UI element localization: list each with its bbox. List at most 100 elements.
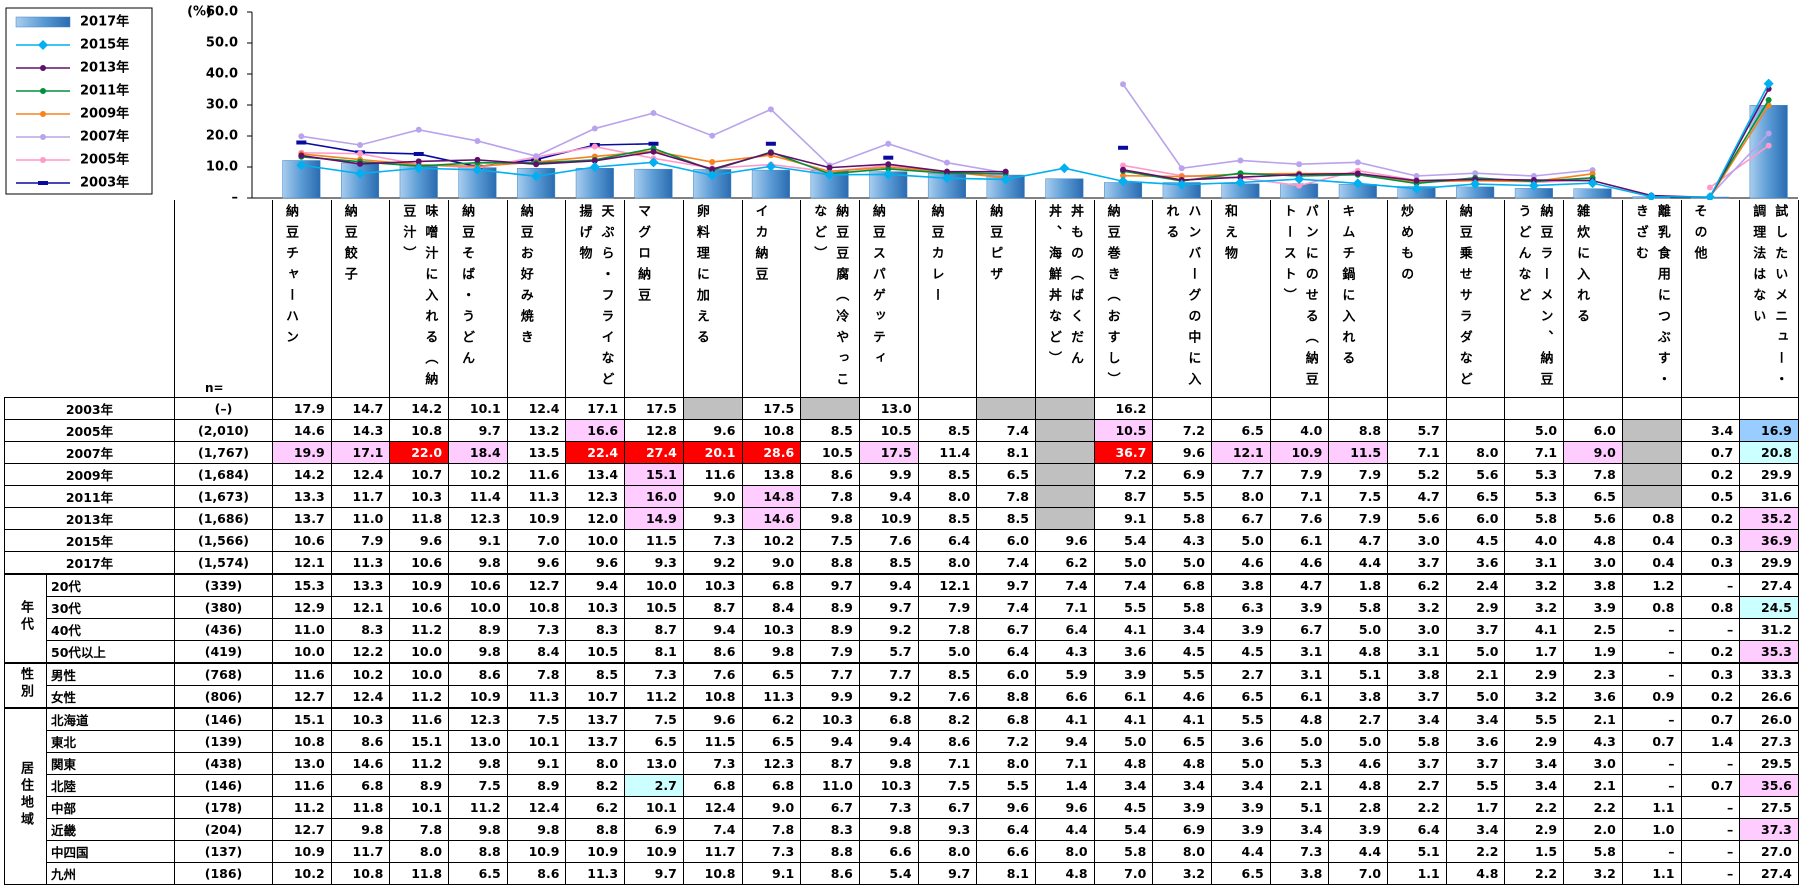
category-label: 味噌汁に入れる（納豆汁）	[400, 204, 438, 393]
table-cell: 11.2	[448, 796, 508, 819]
table-cell: 8.0	[1152, 840, 1212, 863]
table-cell: –	[1621, 752, 1682, 775]
table-cell: 3.9	[1269, 596, 1330, 619]
table-cell: 4.3	[1152, 529, 1212, 552]
table-cell: 3.6	[1093, 640, 1154, 664]
table-cell: 10.0	[389, 662, 450, 686]
legend-marker	[40, 88, 46, 94]
table-cell: 10.5	[1093, 419, 1154, 442]
table-cell: 11.5	[1328, 441, 1389, 464]
table-cell: 7.2	[1093, 463, 1154, 486]
table-cell: 9.7	[917, 862, 978, 885]
table-cell: –	[1680, 752, 1741, 775]
table-cell: 11.3	[565, 862, 626, 885]
table-cell: 19.9	[272, 441, 332, 464]
table-cell: 12.7	[272, 685, 332, 709]
table-cell: 0.3	[1680, 662, 1741, 686]
marker	[413, 151, 424, 156]
table-cell: 27.4	[1739, 862, 1799, 885]
table-cell: 2.0	[1563, 818, 1623, 841]
table-cell	[1739, 397, 1799, 420]
table-cell: 6.2	[565, 796, 626, 819]
table-cell: 6.8	[330, 774, 391, 797]
row-label: 2009年	[4, 463, 175, 486]
table-row: 居住地域 北海道 (146) 15.1 10.3 11.6 12.3 7.5 13.7 7.5 9.…	[4, 707, 1799, 885]
table-cell: 0.3	[1680, 529, 1741, 552]
table-cell: 5.2	[1387, 463, 1447, 486]
marker	[1120, 172, 1127, 179]
table-cell: 9.8	[858, 818, 919, 841]
table-cell: 8.7	[800, 752, 860, 775]
table-cell: 7.5	[800, 529, 860, 552]
table-cell: 4.3	[1563, 730, 1623, 753]
marker	[1178, 165, 1185, 172]
category-header: 納豆カレー	[917, 200, 978, 398]
marker	[709, 166, 716, 173]
row-label: 2011年	[4, 485, 175, 508]
table-cell: 6.5	[741, 730, 802, 753]
table-cell: 5.0	[1152, 551, 1212, 575]
table-cell: 5.0	[1445, 685, 1506, 709]
n-cell: (438)	[174, 752, 273, 775]
table-cell: 10.6	[448, 573, 508, 597]
table-cell: 7.4	[1093, 573, 1154, 597]
table-cell: 6.7	[1269, 618, 1330, 641]
table-cell: 1.7	[1445, 796, 1506, 819]
table-row: 2005年 (2,010) 14.6 14.3 10.8 9.7 13.2 16.6 12.8 9…	[4, 419, 1799, 442]
table-cell: 5.5	[1152, 485, 1212, 508]
table-cell: 6.8	[682, 774, 743, 797]
table-cell: 6.5	[1211, 862, 1271, 885]
table-cell: 3.4	[1152, 618, 1212, 641]
category-label: 炒めもの	[1398, 204, 1414, 288]
table-cell: 6.7	[800, 796, 860, 819]
y-tick-label: –	[232, 191, 239, 201]
table-cell	[1621, 441, 1682, 464]
row-label: 20代	[46, 573, 175, 597]
table-cell: 13.7	[272, 507, 332, 530]
marker	[1237, 157, 1244, 164]
category-header: 納豆乗せサラダなど	[1445, 200, 1506, 398]
table-cell: 8.0	[917, 485, 978, 508]
table-cell: 9.4	[858, 730, 919, 753]
table-cell: 5.6	[1563, 507, 1623, 530]
table-cell: 10.5	[800, 441, 860, 464]
table-row: 2011年 (1,673) 13.3 11.7 10.3 11.4 11.3 12.3 16.0…	[4, 485, 1799, 508]
table-cell: 11.6	[272, 662, 332, 686]
table-cell: 10.9	[506, 507, 567, 530]
category-header: 和え物	[1211, 200, 1271, 398]
legend-label: 2009年	[80, 106, 129, 122]
table-cell: 7.8	[976, 485, 1036, 508]
legend-marker	[38, 40, 48, 50]
table-cell: 9.2	[858, 618, 919, 641]
table-cell: 36.7	[1093, 441, 1154, 464]
header-blank	[4, 200, 175, 398]
table-cell: 8.7	[624, 618, 684, 641]
table-cell	[682, 397, 743, 420]
table-cell: 8.1	[976, 862, 1036, 885]
table-cell: 8.0	[389, 840, 450, 863]
table-cell: 7.4	[976, 596, 1036, 619]
marker	[1413, 172, 1420, 179]
table-cell: 22.0	[389, 441, 450, 464]
table-cell: 8.1	[976, 441, 1036, 464]
table-cell: 16.6	[565, 419, 626, 442]
table-cell: 8.5	[917, 463, 978, 486]
table-cell: 8.7	[1093, 485, 1154, 508]
table-cell: 14.9	[624, 507, 684, 530]
table-cell: 10.1	[389, 796, 450, 819]
marker	[296, 140, 307, 145]
table-row: 中四国 (137) 10.9 11.7 8.0 8.8 10.9 10.9 10.9 11.7 7.…	[5, 840, 1799, 863]
table-cell: 10.8	[682, 685, 743, 709]
table-cell: 7.4	[1034, 573, 1095, 597]
table-cell	[1034, 485, 1095, 508]
category-label: 納豆豆腐（冷やっこなど）	[811, 204, 849, 393]
table-cell: 12.4	[330, 463, 391, 486]
table-cell: 10.2	[272, 862, 332, 885]
table-cell: –	[1621, 618, 1682, 641]
table-cell: 10.9	[624, 840, 684, 863]
table-cell: 6.7	[1211, 507, 1271, 530]
n-cell: (1,767)	[174, 441, 273, 464]
row-label: 九州	[46, 862, 175, 885]
n-cell: (768)	[174, 662, 273, 686]
table-cell: 7.6	[858, 529, 919, 552]
